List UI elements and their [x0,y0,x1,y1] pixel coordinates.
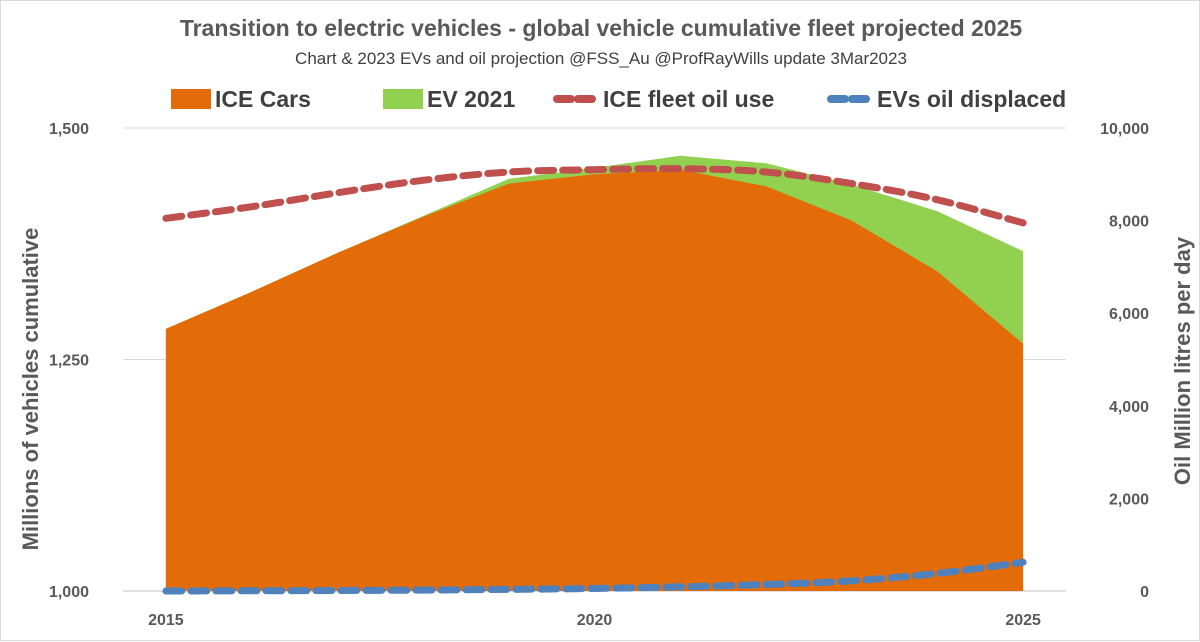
legend-swatch-ev-2021 [383,89,423,109]
chart-subtitle: Chart & 2023 EVs and oil projection @FSS… [295,49,907,68]
legend-swatch-ice-cars [171,89,211,109]
legend-swatch-ice-fleet-oil-use [553,95,601,103]
legend-item-evs-oil-displaced: EVs oil displaced [827,83,1066,115]
legend-label-ice-fleet-oil-use: ICE fleet oil use [603,85,775,112]
y2-tick-label: 6,000 [1109,306,1149,323]
legend-item-ice-fleet-oil-use: ICE fleet oil use [553,83,774,115]
x-tick-label: 2020 [577,612,613,629]
legend-label-ice-cars: ICE Cars [215,85,311,112]
legend-label-ev-2021: EV 2021 [427,85,516,112]
y-tick-label: 1,250 [49,353,89,370]
x-tick-label: 2025 [1005,612,1041,629]
y-axis-title: Millions of vehicles cumulative [18,228,43,551]
line-ice-fleet-oil-use [162,165,1027,227]
axis-layer: 1,000 1,250 1,500 0 2,000 4,000 6,000 8,000 10,0… [18,121,1195,629]
legend-item-ice-cars: ICE Cars [171,83,311,115]
legend-label-evs-oil-displaced: EVs oil displaced [877,85,1067,112]
chart-legend: ICE Cars EV 2021 ICE fleet oil use EVs o… [1,83,1200,115]
legend-item-ev-2021: EV 2021 [383,83,515,115]
line-layer [162,165,1027,595]
chart-title: Transition to electric vehicles - global… [179,15,1023,41]
area-layer [165,155,1024,592]
legend-swatch-evs-oil-displaced [827,95,875,103]
y2-tick-label: 8,000 [1109,214,1149,231]
y2-tick-label: 10,000 [1100,121,1149,138]
y-tick-label: 1,500 [49,121,89,138]
area-ice-cars [165,169,1024,591]
line-evs-oil-displaced [162,558,1027,595]
x-tick-label: 2015 [148,612,184,629]
y2-tick-label: 4,000 [1109,399,1149,416]
y-tick-label: 1,000 [49,584,89,601]
y2-axis-title: Oil Million litres per day [1170,236,1195,485]
y2-tick-label: 0 [1140,584,1149,601]
y2-tick-label: 2,000 [1109,491,1149,508]
